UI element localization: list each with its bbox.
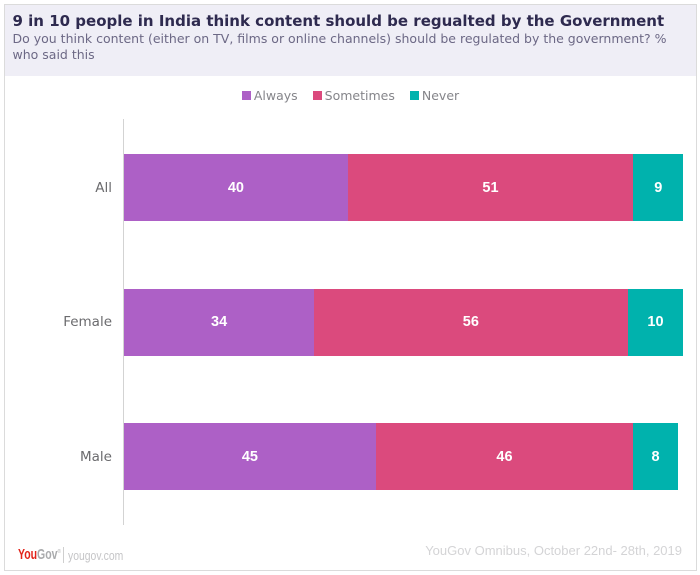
legend-item-always: Always: [241, 87, 298, 103]
bar-value-label: 10: [647, 314, 664, 330]
legend-item-sometimes: Sometimes: [312, 87, 395, 103]
category-label: All: [95, 179, 112, 196]
bar-value-label: 46: [496, 448, 513, 465]
bar-track: 34 56 10: [124, 288, 684, 356]
chart-title: 9 in 10 people in India think content sh…: [12, 11, 665, 30]
legend-label: Always: [253, 87, 298, 103]
logo-site-text: yougov.com: [67, 548, 124, 564]
bar-row-all: All 40 51 9: [5, 154, 696, 221]
bar-segment-always: 40: [124, 154, 348, 221]
bar-segment-sometimes: 46: [375, 423, 634, 490]
logo-separator: [62, 546, 64, 563]
legend-item-never: Never: [409, 87, 460, 103]
bar-value-label: 40: [227, 179, 244, 196]
bar-value-label: 51: [482, 179, 499, 196]
bar-value-label: 34: [211, 314, 228, 330]
logo-you-text: You: [17, 546, 37, 564]
bar-segment-sometimes: 51: [347, 154, 634, 221]
bar-value-label: 45: [241, 448, 258, 465]
logo-registered-mark: ®: [57, 548, 62, 555]
bar-segment-always: 34: [124, 288, 315, 356]
legend-swatch-sometimes: [312, 91, 322, 100]
bar-segment-always: 45: [124, 423, 376, 490]
category-label: Female: [63, 314, 112, 330]
bar-track: 45 46 8: [124, 423, 684, 490]
bar-segment-never: 10: [627, 288, 684, 356]
bar-segment-sometimes: 56: [314, 288, 628, 356]
chart-legend: Always Sometimes Never: [5, 87, 696, 103]
logo-gov-text: Gov: [36, 546, 58, 564]
category-label: Male: [80, 448, 112, 465]
bar-value-label: 56: [462, 314, 479, 330]
legend-label: Sometimes: [324, 87, 395, 103]
bar-row-male: Male 45 46 8: [5, 423, 696, 490]
logo-wordmark: YouGov: [18, 546, 57, 563]
legend-swatch-always: [241, 91, 251, 100]
bar-value-label: 8: [651, 448, 660, 465]
chart-header: 9 in 10 people in India think content sh…: [5, 5, 696, 76]
bar-segment-never: 8: [633, 423, 678, 490]
chart-subtitle: Do you think content (either on TV, film…: [12, 31, 667, 62]
chart-card: 9 in 10 people in India think content sh…: [4, 4, 697, 571]
bar-track: 40 51 9: [124, 154, 684, 221]
yougov-logo: YouGov ® yougov.com: [18, 546, 124, 563]
source-note: YouGov Omnibus, October 22nd- 28th, 2019: [425, 542, 682, 558]
legend-label: Never: [421, 87, 460, 103]
legend-swatch-never: [409, 91, 419, 100]
y-axis-line: [123, 119, 124, 525]
bar-row-female: Female 34 56 10: [5, 288, 696, 356]
bar-value-label: 9: [654, 179, 663, 196]
bar-segment-never: 9: [633, 154, 684, 221]
